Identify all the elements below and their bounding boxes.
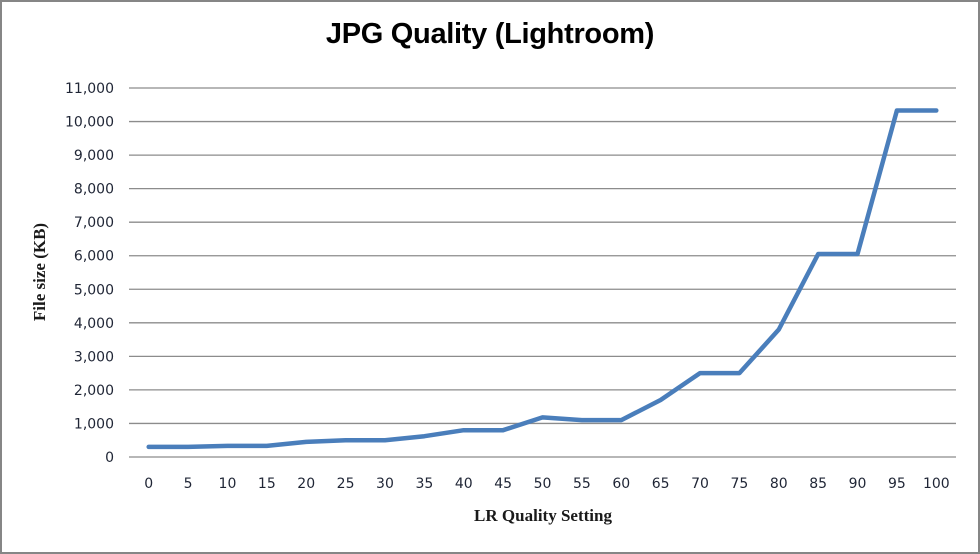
x-tick-label: 0	[144, 476, 153, 492]
x-tick-label: 65	[652, 476, 670, 492]
y-tick-label: 2,000	[74, 383, 114, 399]
x-tick-label: 85	[809, 476, 827, 492]
x-tick-label: 55	[573, 476, 591, 492]
x-tick-label: 10	[219, 476, 237, 492]
y-tick-label: 11,000	[65, 81, 114, 97]
data-line-file-size	[146, 108, 939, 450]
x-axis-title: LR Quality Setting	[474, 506, 612, 525]
x-tick-label: 25	[337, 476, 355, 492]
chart-title: JPG Quality (Lightroom)	[325, 18, 655, 50]
y-tick-label: 10,000	[65, 115, 114, 131]
x-tick-label: 50	[534, 476, 552, 492]
y-tick-label: 4,000	[74, 316, 114, 332]
x-axis-ticks: 0 5 10 15 20 25 30 35 40 45 50 55 60 65 70 75 80 85 90 95 10…	[144, 476, 949, 492]
y-tick-label: 0	[105, 450, 114, 466]
x-tick-label: 5	[184, 476, 193, 492]
x-tick-label: 45	[494, 476, 512, 492]
x-tick-label: 15	[258, 476, 276, 492]
y-tick-label: 9,000	[74, 148, 114, 164]
x-tick-label: 75	[730, 476, 748, 492]
x-tick-label: 95	[888, 476, 906, 492]
x-tick-label: 35	[415, 476, 433, 492]
x-tick-label: 80	[770, 476, 788, 492]
x-tick-label: 100	[923, 476, 950, 492]
y-axis-ticks: 0 1,000 2,000 3,000 4,000 5,000 6,000 7,000 8,00…	[65, 81, 114, 466]
gridlines	[129, 87, 956, 458]
y-tick-label: 8,000	[74, 182, 114, 198]
x-tick-label: 30	[376, 476, 394, 492]
y-tick-label: 5,000	[74, 282, 114, 298]
x-tick-label: 20	[297, 476, 315, 492]
y-tick-label: 3,000	[74, 349, 114, 365]
x-tick-label: 40	[455, 476, 473, 492]
x-tick-label: 60	[612, 476, 630, 492]
y-tick-label: 7,000	[74, 215, 114, 231]
y-tick-label: 6,000	[74, 249, 114, 265]
x-tick-label: 90	[849, 476, 867, 492]
x-tick-label: 70	[691, 476, 709, 492]
y-tick-label: 1,000	[74, 416, 114, 432]
